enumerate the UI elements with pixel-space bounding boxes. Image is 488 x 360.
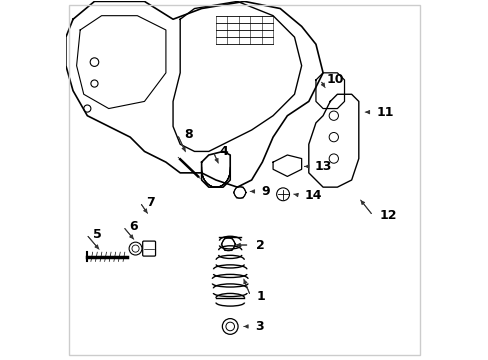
Text: 5: 5 [93, 228, 101, 241]
Text: 2: 2 [255, 239, 264, 252]
Text: 11: 11 [376, 105, 393, 119]
Text: 14: 14 [304, 189, 322, 202]
Text: 4: 4 [219, 145, 228, 158]
Text: 9: 9 [261, 185, 270, 198]
Text: 12: 12 [379, 209, 396, 222]
Text: 7: 7 [146, 195, 155, 209]
Text: 10: 10 [326, 73, 344, 86]
Text: 1: 1 [257, 289, 265, 303]
Text: 6: 6 [129, 220, 138, 233]
Text: 8: 8 [183, 128, 192, 141]
Text: 13: 13 [313, 160, 331, 173]
Text: 3: 3 [255, 320, 264, 333]
